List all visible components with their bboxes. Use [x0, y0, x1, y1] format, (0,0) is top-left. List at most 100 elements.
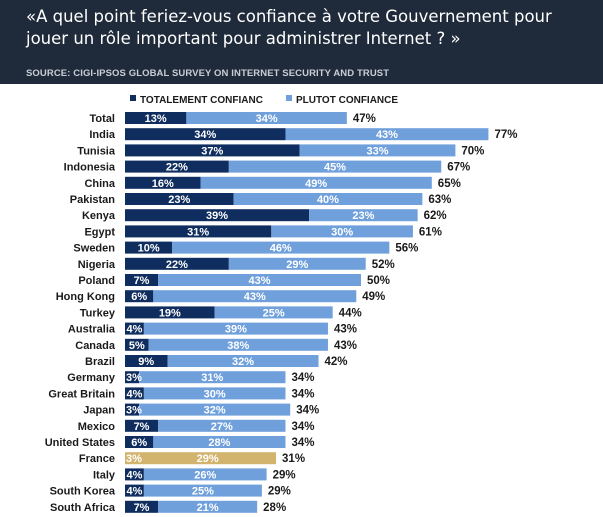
- category-label: Japan: [83, 405, 115, 417]
- value-label-light: 25%: [263, 307, 285, 319]
- bar-segment-light: [214, 306, 333, 319]
- category-label: Egypt: [84, 226, 115, 238]
- value-label-dark: 7%: [134, 502, 150, 514]
- stacked-bar-chart: TOTALEMENT CONFIANC PLUTOT CONFIANCE Tot…: [45, 95, 517, 514]
- bar-segment-light: [153, 290, 357, 303]
- category-label: United States: [45, 437, 115, 449]
- category-label: Brazil: [85, 356, 115, 368]
- value-label-total: 34%: [291, 421, 314, 433]
- value-label-light: 33%: [367, 145, 389, 157]
- bar-segment-dark: [125, 128, 286, 141]
- category-label: China: [84, 178, 115, 190]
- bar-segment-light: [143, 387, 286, 400]
- value-label-light: 26%: [194, 469, 216, 481]
- value-label-light: 31%: [201, 372, 223, 384]
- category-label: Turkey: [80, 307, 116, 319]
- value-label-total: 29%: [273, 469, 296, 481]
- chart-legend: TOTALEMENT CONFIANC PLUTOT CONFIANCE: [130, 95, 398, 106]
- bar-segment-light: [228, 257, 366, 270]
- value-label-total: 65%: [438, 178, 461, 190]
- category-label: Nigeria: [78, 259, 116, 271]
- category-label: Indonesia: [64, 162, 116, 174]
- bar-segment-dark: [125, 112, 187, 124]
- value-label-total: 49%: [362, 291, 385, 303]
- category-label: Italy: [93, 469, 116, 481]
- value-label-light: 23%: [352, 210, 374, 222]
- chart-source: SOURCE: CIGI-IPSOS GLOBAL SURVEY ON INTE…: [26, 68, 390, 79]
- bar-segment-dark: [125, 274, 159, 286]
- bar-row-south-korea: South Korea 4% 25% 29%: [50, 484, 291, 498]
- value-label-dark: 31%: [187, 226, 209, 238]
- value-label-total: 52%: [372, 259, 395, 271]
- bar-segment-light: [158, 500, 258, 513]
- value-label-dark: 13%: [145, 113, 167, 125]
- value-label-light: 43%: [244, 291, 266, 303]
- bar-row-brazil: Brazil 9% 32% 42%: [85, 355, 348, 368]
- bar-row-hong-kong: Hong Kong 6% 43% 49%: [56, 290, 385, 303]
- category-label: Hong Kong: [56, 291, 115, 303]
- value-label-light: 43%: [249, 275, 271, 287]
- bar-segment-dark: [125, 193, 234, 205]
- bar-segment-light: [153, 436, 286, 448]
- bar-segment-dark: [125, 306, 215, 319]
- legend-swatch-dark: [130, 95, 136, 101]
- bar-segment-dark: [125, 176, 201, 189]
- category-label: Great Britain: [48, 388, 115, 400]
- bar-row-poland: Poland 7% 43% 50%: [78, 274, 390, 287]
- bar-row-china: China 16% 49% 65%: [84, 176, 461, 190]
- bar-segment-dark: [125, 322, 144, 335]
- bar-segment-light: [285, 128, 489, 141]
- bar-row-italy: Italy 4% 26% 29%: [93, 468, 296, 481]
- value-label-dark: 6%: [131, 291, 147, 303]
- bar-row-indonesia: Indonesia 22% 45% 67%: [64, 160, 470, 174]
- bar-row-nigeria: Nigeria 22% 29% 52%: [78, 257, 395, 271]
- category-label: Germany: [67, 372, 116, 384]
- value-label-total: 44%: [339, 307, 362, 319]
- value-label-total: 63%: [428, 194, 451, 206]
- bar-segment-dark: [125, 436, 154, 448]
- value-label-total: 28%: [263, 502, 286, 514]
- value-label-light: 30%: [204, 388, 226, 400]
- bar-row-pakistan: Pakistan 23% 40% 63%: [70, 193, 451, 206]
- value-label-light: 32%: [204, 405, 226, 417]
- value-label-total: 62%: [424, 210, 447, 222]
- bar-row-egypt: Egypt 31% 30% 61%: [84, 225, 442, 238]
- bar-row-mexico: Mexico 7% 27% 34%: [78, 419, 315, 433]
- value-label-total: 43%: [334, 340, 357, 352]
- bar-segment-light: [186, 112, 347, 124]
- bar-segment-dark: [125, 160, 229, 173]
- value-label-light: 39%: [225, 324, 247, 336]
- value-label-light: 49%: [305, 178, 327, 190]
- bar-segment-dark: [125, 452, 140, 465]
- value-label-dark: 3%: [126, 453, 142, 465]
- bar-segment-dark: [125, 371, 140, 384]
- value-label-dark: 6%: [131, 437, 147, 449]
- value-label-light: 43%: [376, 129, 398, 141]
- bar-segment-light: [139, 452, 277, 465]
- category-label: South Korea: [50, 486, 116, 498]
- bar-row-france: France 3% 29% 31%: [79, 452, 305, 465]
- value-label-dark: 10%: [138, 243, 160, 255]
- bar-segment-dark: [125, 468, 144, 481]
- bar-segment-dark: [125, 225, 272, 238]
- bar-row-turkey: Turkey 19% 25% 44%: [80, 306, 362, 319]
- value-label-light: 30%: [331, 226, 353, 238]
- value-label-total: 67%: [447, 162, 470, 174]
- category-label: Tunisia: [77, 145, 116, 157]
- bar-segment-light: [139, 371, 286, 384]
- bar-segment-dark: [125, 338, 149, 351]
- category-label: South Africa: [50, 502, 116, 514]
- value-label-light: 32%: [232, 356, 254, 368]
- value-label-total: 29%: [268, 486, 291, 498]
- bar-row-south-africa: South Africa 7% 21% 28%: [50, 500, 286, 514]
- value-label-dark: 34%: [194, 129, 216, 141]
- value-label-dark: 9%: [138, 356, 154, 368]
- legend-label-dark: TOTALEMENT CONFIANC: [140, 95, 263, 106]
- value-label-total: 34%: [296, 405, 319, 417]
- bar-segment-dark: [125, 290, 154, 303]
- bar-segment-light: [200, 176, 432, 189]
- value-label-light: 46%: [270, 243, 292, 255]
- bar-row-australia: Australia 4% 39% 43%: [68, 322, 357, 336]
- bar-segment-dark: [125, 387, 144, 400]
- bar-row-united-states: United States 6% 28% 34%: [45, 436, 315, 449]
